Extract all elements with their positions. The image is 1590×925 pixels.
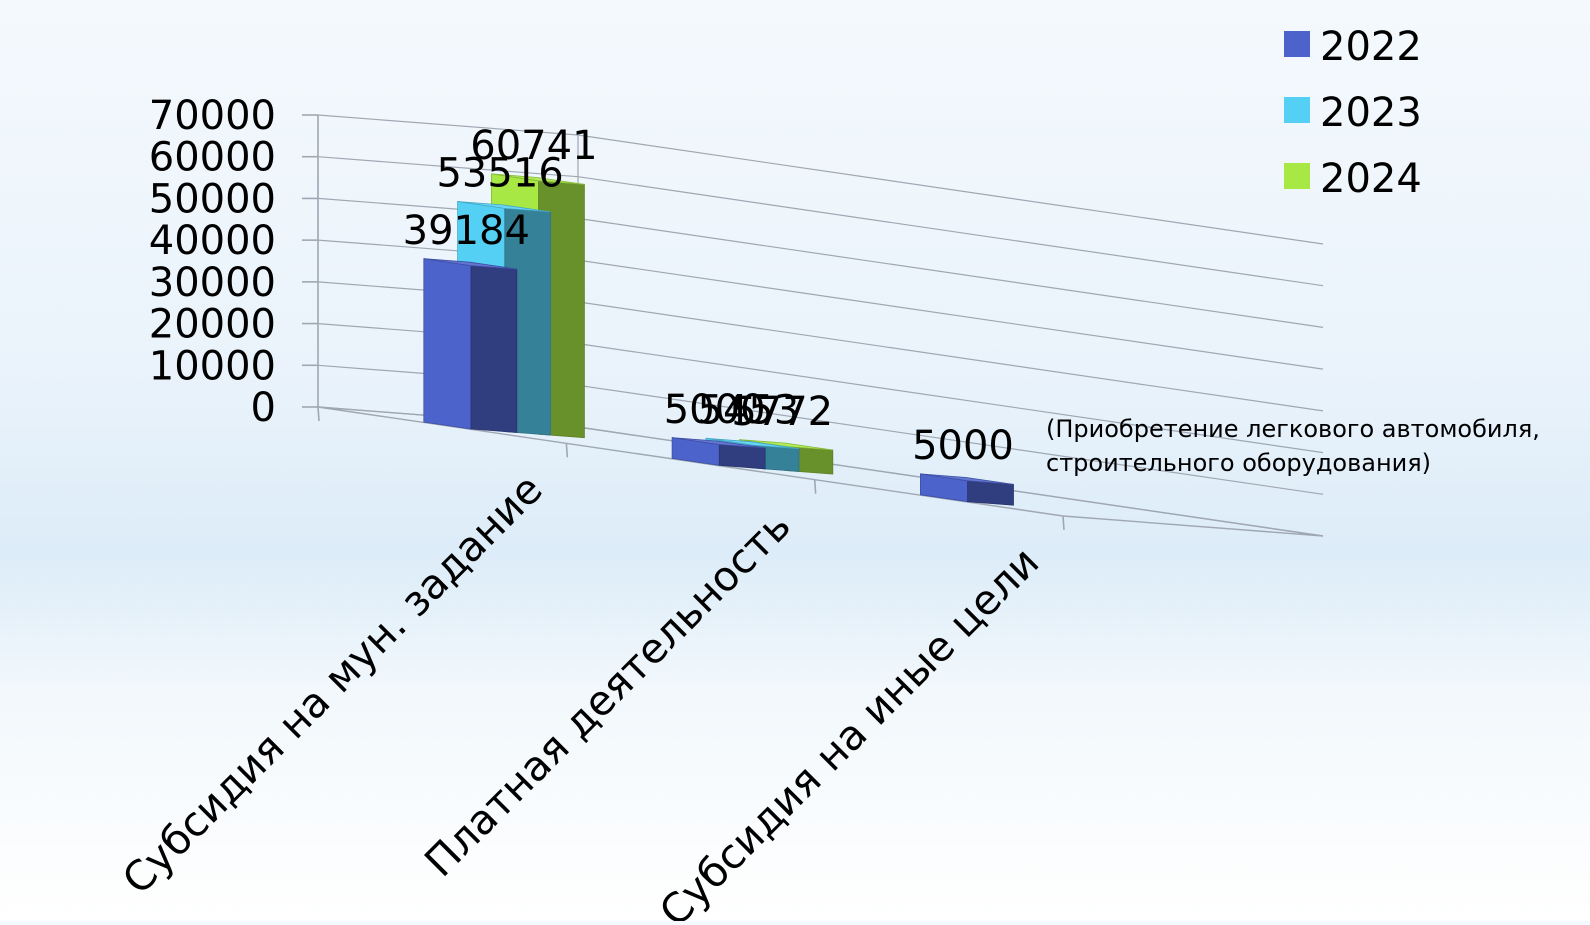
legend-label-2023: 2023 <box>1320 90 1422 136</box>
bar-top-face <box>423 258 517 270</box>
data-label: 5453 <box>698 388 800 434</box>
bar-top-face <box>739 439 833 451</box>
data-label: 5000 <box>664 387 766 433</box>
chart-legend: 2022 2023 2024 <box>1284 24 1422 202</box>
chart-annotation: (Приобретение легкового автомобиля, строи… <box>1046 415 1540 477</box>
legend-label-2024: 2024 <box>1320 156 1422 202</box>
annotation-line: строительного оборудования) <box>1046 449 1431 477</box>
bar-side-face <box>470 265 518 433</box>
bar-top-face <box>457 201 551 213</box>
value-tick-label: 40000 <box>149 218 276 264</box>
legend-swatch-2024 <box>1284 163 1310 189</box>
category-tick-mark <box>1062 515 1065 531</box>
legend-swatch-2022 <box>1284 31 1310 57</box>
bar-top-face <box>491 173 585 185</box>
category-tick-mark <box>813 479 817 494</box>
bar-top-face <box>672 437 766 449</box>
chart-bars <box>423 173 1014 506</box>
value-tick-label: 60000 <box>149 135 276 181</box>
value-tick-label: 50000 <box>149 176 276 222</box>
category-tick-mark <box>565 443 569 458</box>
legend-label-2022: 2022 <box>1320 24 1422 70</box>
value-tick-label: 70000 <box>149 93 276 139</box>
value-tick-label: 0 <box>251 385 276 431</box>
bar-2022-2 <box>671 437 766 470</box>
bar-2022-1 <box>423 258 518 433</box>
data-label: 60741 <box>470 123 597 169</box>
data-label: 53516 <box>436 151 563 197</box>
annotation-line: (Приобретение легкового автомобиля, <box>1046 415 1540 443</box>
value-tick-label: 20000 <box>149 302 276 348</box>
bar-top-face <box>920 473 1014 485</box>
bar-2022-3 <box>920 473 1014 506</box>
legend-swatch-2023 <box>1284 97 1310 123</box>
bar-top-face <box>705 437 800 450</box>
data-label: 5772 <box>731 389 833 435</box>
data-label: 39184 <box>403 208 530 254</box>
value-tick-label: 30000 <box>149 260 276 306</box>
bar-side-face <box>967 480 1014 506</box>
bar-side-face <box>718 444 766 470</box>
value-tick-label: 10000 <box>149 343 276 389</box>
bar-front-face <box>423 258 472 430</box>
category-tick-mark <box>317 406 320 422</box>
data-label: 5000 <box>912 423 1014 469</box>
